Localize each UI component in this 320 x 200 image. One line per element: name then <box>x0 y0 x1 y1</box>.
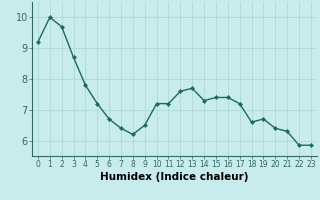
X-axis label: Humidex (Indice chaleur): Humidex (Indice chaleur) <box>100 172 249 182</box>
